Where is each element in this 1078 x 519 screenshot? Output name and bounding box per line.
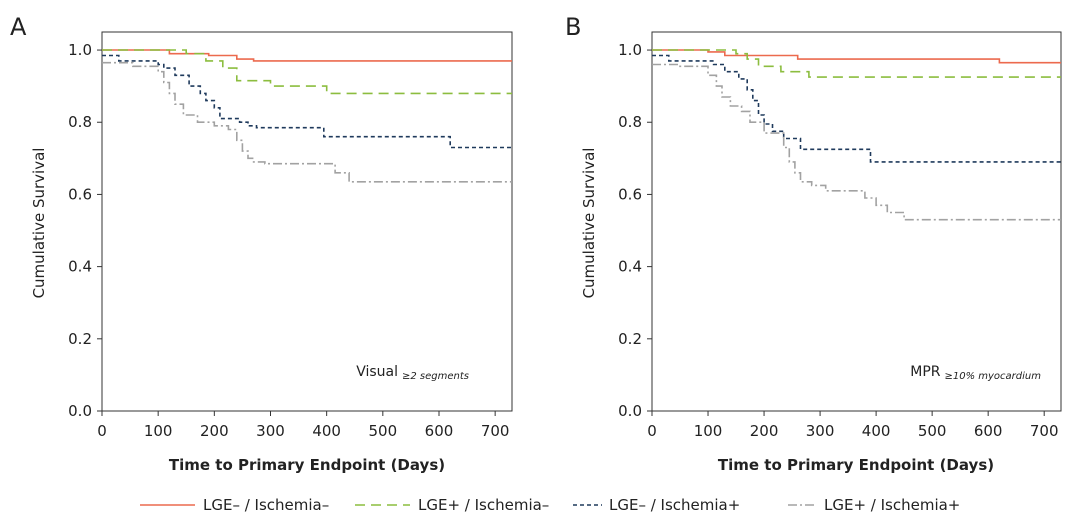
panel-b-y-axis-label: Cumulative Survival [580,148,598,299]
panel-b-x-tick-label: 300 [806,422,835,440]
panel-b-y-tick-label: 0.6 [618,185,642,203]
panel-b-annotation: MPR ≥10% myocardium [910,364,1041,382]
panel-a-series-lge-pos-isch-pos [102,61,512,183]
panel-a-series-lge-neg-isch-neg [102,49,512,62]
panel-a-y-tick-label: 0.2 [68,330,92,348]
panel-b-series-lge-pos-isch-pos [652,63,1061,221]
panel-b-x-tick-label: 0 [647,422,657,440]
panel-b-y-tick-label: 0.4 [618,258,642,276]
panel-a-x-tick-label: 600 [425,422,454,440]
panel-a-x-tick-label: 500 [369,422,398,440]
panel-b-x-tick-label: 700 [1030,422,1059,440]
panel-b-y-tick-label: 1.0 [618,41,642,59]
panel-b-x-tick-label: 100 [694,422,723,440]
panel-b-plot-frame [651,31,1062,412]
panel-a-y-tick-label: 0.0 [68,402,92,420]
panel-b-series-lge-pos-isch-neg [652,49,1061,78]
legend-label-lge-neg-isch-pos: LGE– / Ischemia+ [609,496,740,514]
panel-a-y-axis-label: Cumulative Survival [30,148,48,299]
panel-b-y-tick-label: 0.8 [618,113,642,131]
panel-a-series-lge-pos-isch-neg [102,49,512,95]
legend-label-lge-neg-isch-neg: LGE– / Ischemia– [203,496,329,514]
panel-b-x-tick-label: 500 [918,422,947,440]
panel-b-annotation-main: MPR [910,364,941,380]
panel-a-x-tick-label: 0 [97,422,107,440]
panel-b-y-tick-label: 0.0 [618,402,642,420]
panel-a-y-tick-label: 0.6 [68,185,92,203]
panel-a-x-tick-label: 400 [312,422,341,440]
panel-a: A Cumulative Survival Time to Primary En… [10,13,513,474]
panel-a-letter: A [10,13,27,41]
panel-a-x-tick-label: 700 [481,422,510,440]
panel-a-x-tick-label: 100 [144,422,173,440]
panel-b-annotation-sub: ≥10% myocardium [944,371,1041,382]
panel-a-y-tick-label: 0.8 [68,113,92,131]
panel-b-series-lge-neg-isch-neg [652,49,1061,64]
panel-b-series-lge-neg-isch-pos [652,54,1061,163]
panel-b-x-axis-label: Time to Primary Endpoint (Days) [718,456,994,474]
panel-a-series-lge-neg-isch-pos [102,54,512,149]
legend: LGE– / Ischemia– LGE+ / Ischemia– LGE– /… [140,496,960,514]
legend-label-lge-pos-isch-neg: LGE+ / Ischemia– [418,496,549,514]
panel-b-y-tick-label: 0.2 [618,330,642,348]
panel-a-y-tick-label: 1.0 [68,41,92,59]
panel-b-x-tick-label: 600 [974,422,1003,440]
panel-a-x-tick-label: 200 [200,422,229,440]
panel-a-x-tick-label: 300 [256,422,285,440]
panel-b-letter: B [565,13,581,41]
panel-a-annotation: Visual ≥2 segments [356,364,469,382]
panel-a-annotation-main: Visual [356,364,398,380]
panel-a-y-tick-label: 0.4 [68,258,92,276]
panel-a-x-axis-label: Time to Primary Endpoint (Days) [169,456,445,474]
panel-b-x-tick-label: 400 [862,422,891,440]
panel-a-plot-frame [101,31,513,412]
panel-a-annotation-sub: ≥2 segments [402,371,469,382]
legend-label-lge-pos-isch-pos: LGE+ / Ischemia+ [824,496,960,514]
panel-b-x-tick-label: 200 [750,422,779,440]
panel-b: B Cumulative Survival Time to Primary En… [565,13,1062,474]
